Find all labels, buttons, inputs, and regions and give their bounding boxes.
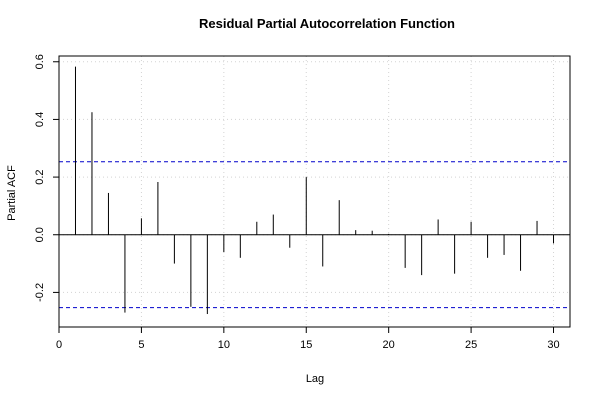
x-tick-label: 20 <box>383 339 395 351</box>
y-axis-label: Partial ACF <box>6 165 18 221</box>
x-axis-label: Lag <box>306 373 324 385</box>
x-tick-label: 10 <box>218 339 230 351</box>
confidence-bands <box>59 161 570 309</box>
x-tick-label: 0 <box>56 339 62 351</box>
y-tick-label: 0.6 <box>34 54 46 69</box>
plot-frame <box>58 55 571 328</box>
x-tick-label: 5 <box>138 339 144 351</box>
x-tick-label: 15 <box>300 339 312 351</box>
y-tick-label: 0.0 <box>34 227 46 242</box>
chart-title: Residual Partial Autocorrelation Functio… <box>199 16 455 31</box>
y-tick-label: 0.2 <box>34 169 46 184</box>
x-tick-label: 30 <box>547 339 559 351</box>
y-tick-label: 0.4 <box>34 112 46 127</box>
x-axis: 0 5 10 15 20 25 30 <box>56 327 560 351</box>
x-tick-label: 25 <box>465 339 477 351</box>
pacf-bars <box>74 66 555 315</box>
y-axis: -0.2 0.0 0.2 0.4 0.6 <box>34 54 59 302</box>
grid <box>58 56 570 327</box>
y-tick-label: -0.2 <box>34 283 46 302</box>
